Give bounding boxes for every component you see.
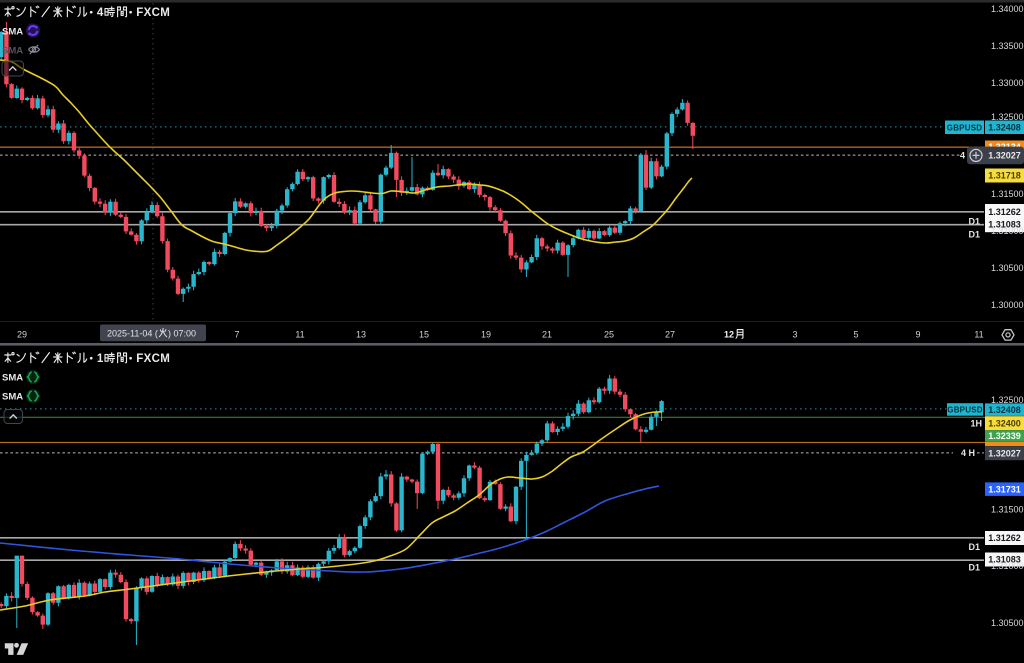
svg-text:FXCM: FXCM (136, 7, 170, 19)
svg-text:1.32027: 1.32027 (988, 448, 1021, 458)
svg-text:1.33500: 1.33500 (991, 41, 1024, 51)
svg-text:1.31000: 1.31000 (991, 561, 1024, 571)
svg-text:1.31262: 1.31262 (988, 207, 1021, 217)
svg-text:1.32500: 1.32500 (991, 395, 1024, 405)
svg-text:1.30500: 1.30500 (991, 263, 1024, 273)
svg-text:11: 11 (974, 329, 983, 339)
svg-text:1.32400: 1.32400 (988, 418, 1021, 428)
svg-text:D1: D1 (968, 217, 980, 227)
svg-text:15: 15 (419, 329, 429, 339)
svg-text:9: 9 (915, 329, 920, 339)
svg-text:1.31000: 1.31000 (991, 226, 1024, 236)
svg-text:1.31500: 1.31500 (991, 505, 1024, 515)
svg-text:13: 13 (356, 329, 366, 339)
svg-text:29: 29 (17, 329, 27, 339)
svg-text:1.32500: 1.32500 (991, 112, 1024, 122)
svg-text:) 07:00: ) 07:00 (168, 328, 196, 338)
svg-text:SMA: SMA (2, 46, 23, 57)
svg-text:4: 4 (960, 150, 965, 160)
svg-text:4: 4 (97, 7, 104, 19)
svg-text:1.30500: 1.30500 (991, 618, 1024, 628)
svg-text:27: 27 (665, 329, 675, 339)
svg-text:1H: 1H (970, 419, 982, 429)
svg-text:1.31731: 1.31731 (988, 484, 1021, 494)
svg-text:3: 3 (792, 329, 797, 339)
svg-text:1.31500: 1.31500 (991, 189, 1024, 199)
svg-text:1.32027: 1.32027 (988, 151, 1021, 161)
svg-text:25: 25 (604, 329, 614, 339)
svg-text:GBPUSD: GBPUSD (947, 406, 982, 415)
svg-text:2025-11-04 (: 2025-11-04 ( (107, 328, 158, 338)
svg-text:1: 1 (97, 353, 104, 365)
svg-text:7: 7 (234, 329, 239, 339)
svg-text:D1: D1 (968, 542, 980, 552)
svg-text:1.32408: 1.32408 (988, 405, 1021, 415)
svg-text:1.30000: 1.30000 (991, 300, 1024, 310)
svg-text:1.31262: 1.31262 (988, 533, 1021, 543)
svg-text:SMA: SMA (2, 392, 23, 403)
svg-text:1.31718: 1.31718 (988, 171, 1021, 181)
svg-text:SMA: SMA (2, 27, 23, 38)
svg-text:1.33000: 1.33000 (991, 78, 1024, 88)
svg-text:1.32408: 1.32408 (988, 122, 1021, 132)
svg-text:4 H: 4 H (961, 448, 975, 458)
svg-text:SMA: SMA (2, 373, 23, 384)
svg-text:D1: D1 (968, 563, 980, 573)
svg-text:21: 21 (542, 329, 552, 339)
svg-text:5: 5 (853, 329, 858, 339)
svg-text:1.32339: 1.32339 (988, 431, 1021, 441)
svg-text:D1: D1 (968, 230, 980, 240)
svg-text:11: 11 (295, 329, 304, 339)
svg-text:1.31083: 1.31083 (988, 555, 1021, 565)
svg-text:19: 19 (481, 329, 491, 339)
svg-text:1.31083: 1.31083 (988, 220, 1021, 230)
svg-text:GBPUSD: GBPUSD (947, 123, 982, 132)
svg-text:1.34000: 1.34000 (991, 4, 1024, 14)
svg-text:FXCM: FXCM (136, 353, 170, 365)
svg-text:12: 12 (724, 329, 734, 339)
